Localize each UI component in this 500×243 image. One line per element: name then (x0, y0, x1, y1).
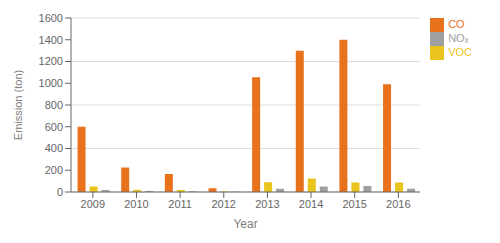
svg-text:2011: 2011 (168, 198, 192, 210)
svg-text:Emission (ton): Emission (ton) (12, 70, 24, 140)
svg-text:800: 800 (45, 99, 63, 111)
svg-text:200: 200 (45, 164, 63, 176)
svg-text:1200: 1200 (39, 55, 63, 67)
svg-text:2014: 2014 (299, 198, 323, 210)
svg-text:600: 600 (45, 121, 63, 133)
svg-text:Year: Year (233, 217, 257, 231)
svg-text:2016: 2016 (386, 198, 410, 210)
svg-text:2010: 2010 (124, 198, 148, 210)
svg-text:2009: 2009 (81, 198, 105, 210)
html-text:NOₓ: NOₓ (448, 32, 469, 45)
html-text:VOC: VOC (448, 46, 472, 59)
svg-text:2012: 2012 (212, 198, 236, 210)
html-text:CO: CO (448, 18, 465, 30)
svg-text:2015: 2015 (342, 198, 366, 210)
svg-text:1600: 1600 (39, 12, 63, 24)
svg-text:2013: 2013 (255, 198, 279, 210)
svg-text:1400: 1400 (39, 34, 63, 46)
svg-text:400: 400 (45, 142, 63, 154)
svg-text:1000: 1000 (39, 77, 63, 89)
svg-text:0: 0 (57, 186, 63, 198)
